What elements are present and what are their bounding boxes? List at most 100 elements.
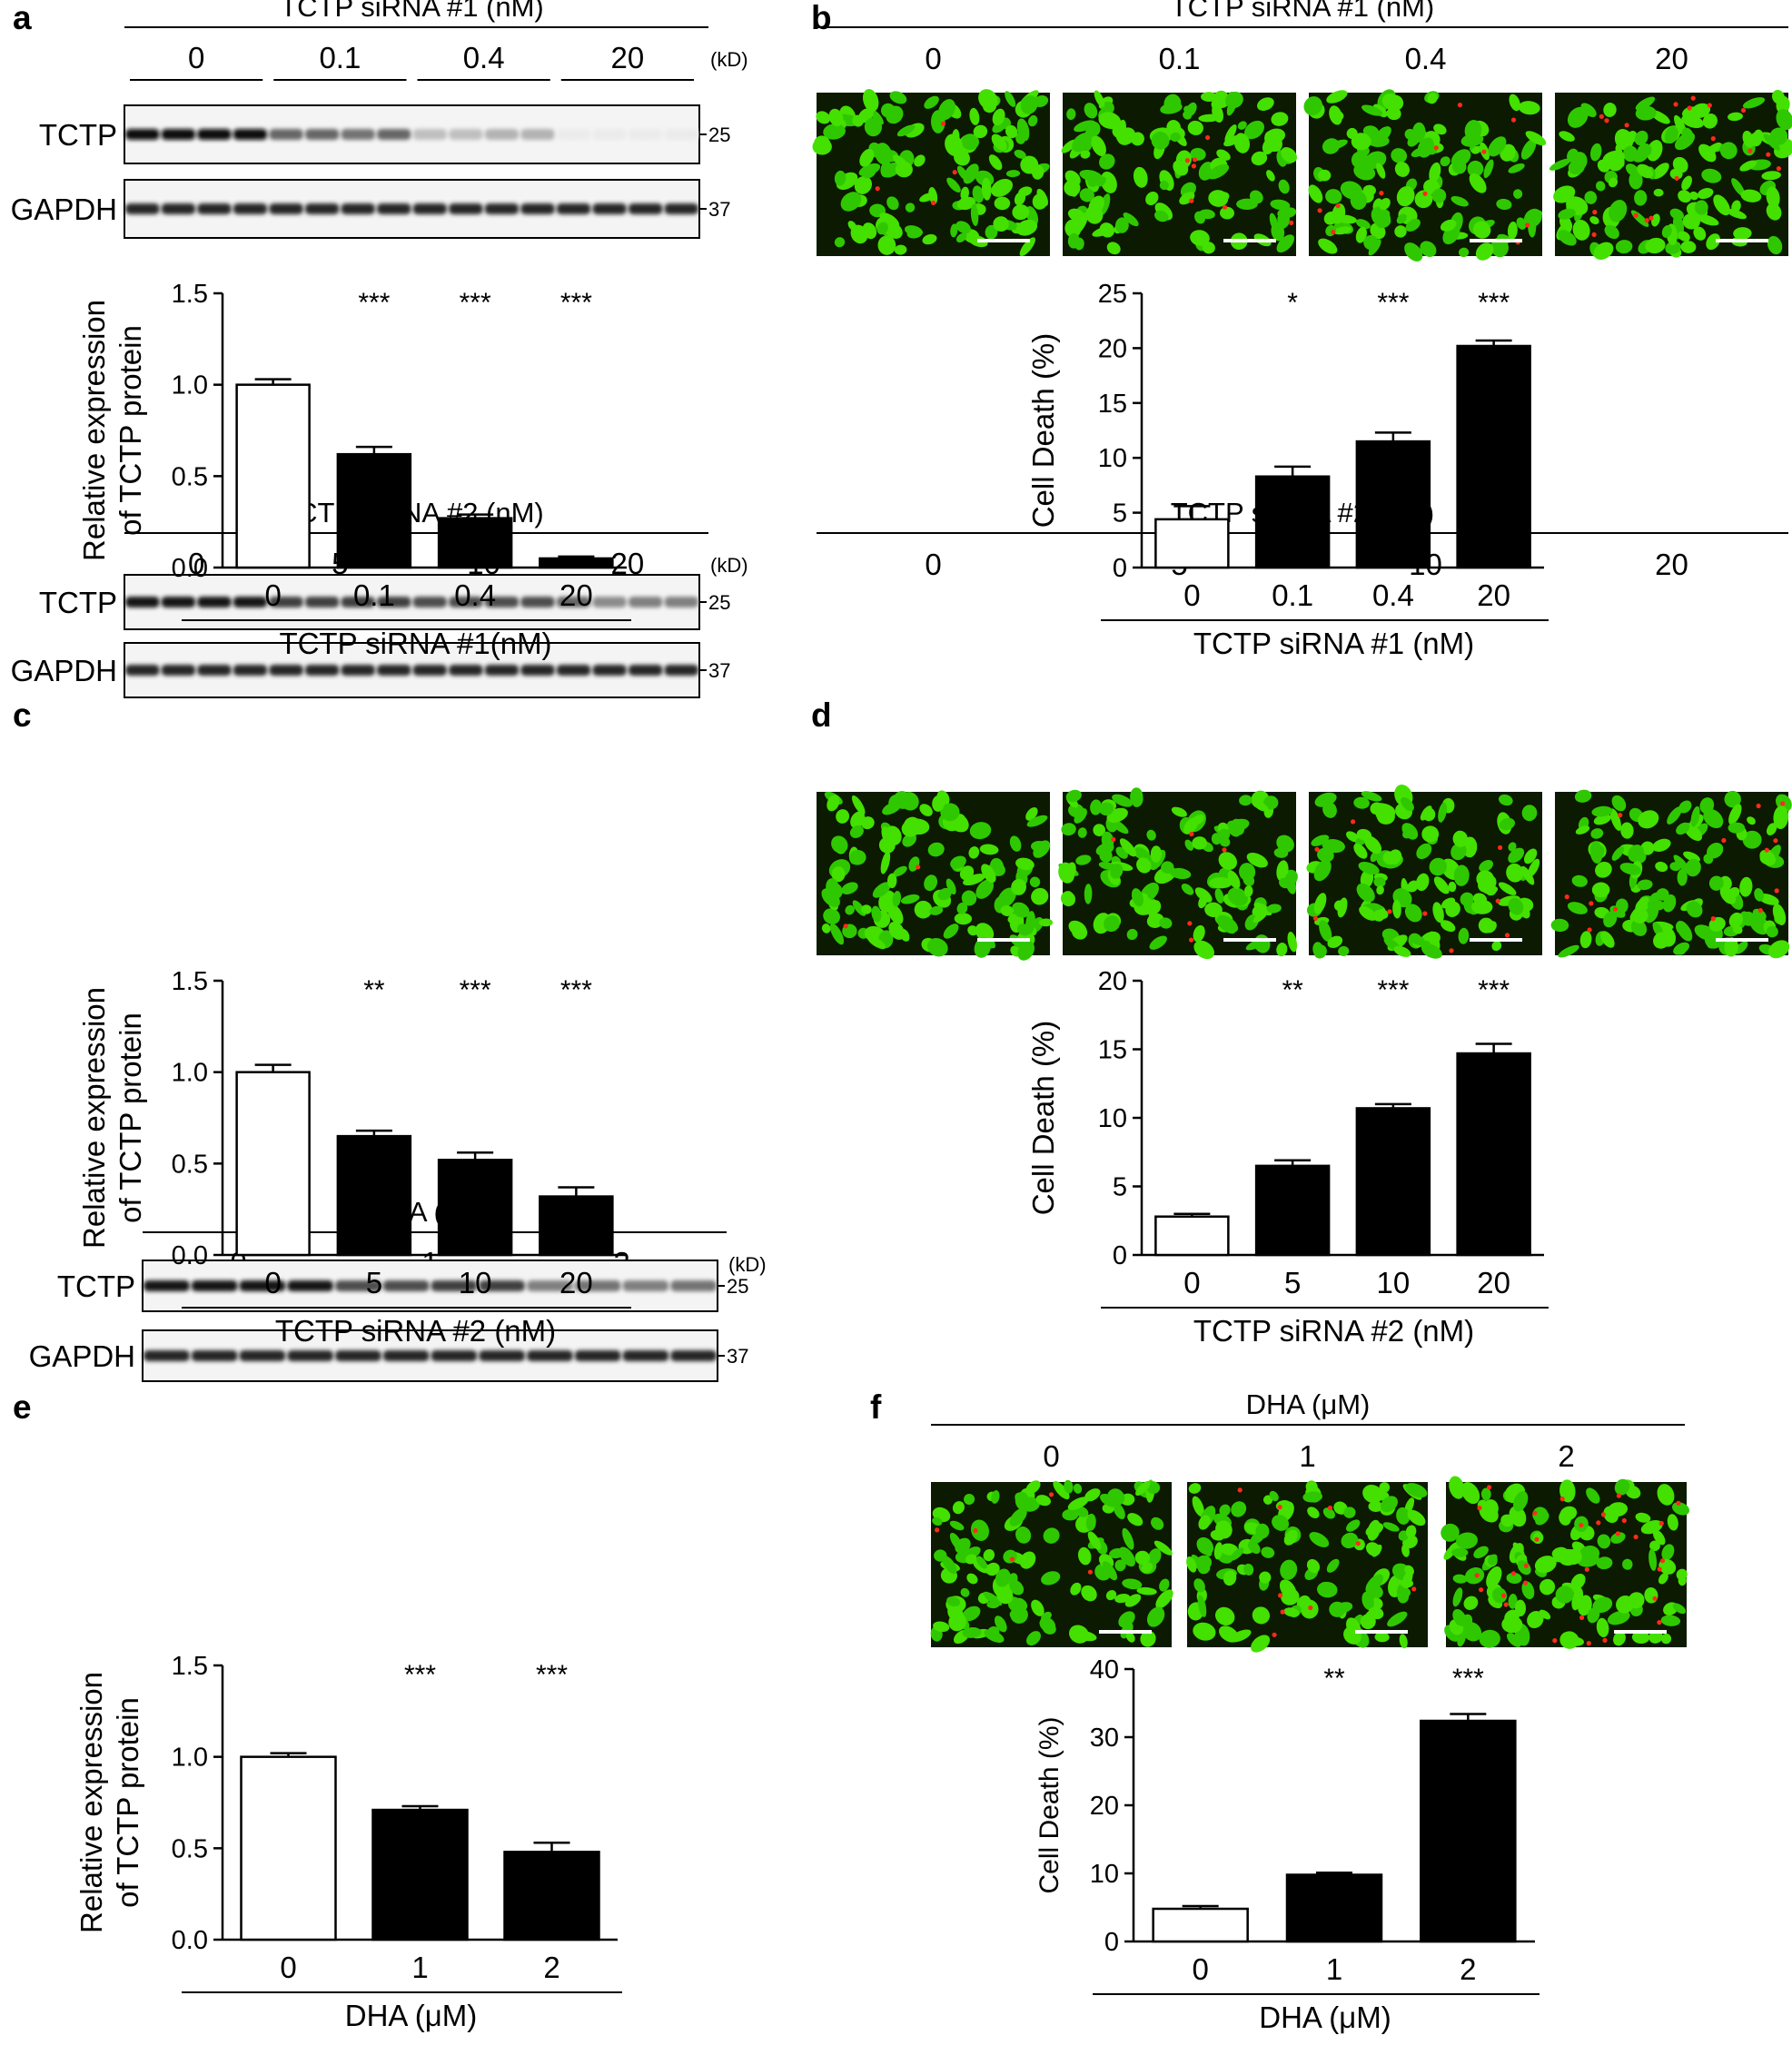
dead-cell — [1710, 136, 1716, 142]
live-cell — [993, 216, 1009, 232]
live-cell — [1739, 160, 1757, 172]
live-cell — [1405, 219, 1421, 232]
live-cell — [1667, 806, 1682, 825]
live-cell — [1399, 1588, 1411, 1599]
live-cell — [1508, 842, 1517, 852]
live-cell — [1266, 170, 1275, 182]
live-cell — [1728, 912, 1743, 928]
dead-cell — [1335, 203, 1341, 209]
live-cell — [1438, 802, 1448, 823]
live-cell — [962, 1626, 982, 1638]
dead-cell — [843, 924, 848, 929]
live-cell — [1365, 1574, 1383, 1594]
blot-group-label: 20 — [611, 41, 645, 74]
live-cell — [1312, 942, 1323, 957]
x-tick-label: 0 — [1192, 1952, 1208, 1986]
dead-cell — [1189, 198, 1194, 203]
live-cell — [1188, 1483, 1202, 1494]
dead-cell — [916, 864, 921, 870]
live-cell — [1151, 131, 1170, 150]
live-cell — [985, 1562, 1000, 1576]
y-axis-title: of TCTP protein — [111, 1697, 144, 1908]
live-cell — [1539, 1578, 1556, 1595]
blot-band-lane — [376, 597, 411, 608]
live-cell — [1251, 1635, 1271, 1653]
live-cell — [1145, 191, 1159, 206]
live-cell — [906, 818, 930, 835]
live-cell — [896, 124, 916, 137]
live-cell — [852, 114, 864, 127]
blot-band-lane — [479, 1280, 525, 1291]
live-cell — [1353, 843, 1368, 859]
live-cell — [1586, 1487, 1600, 1504]
blot-band-lane — [449, 203, 483, 214]
live-cell — [1574, 789, 1592, 803]
live-cell — [1133, 166, 1148, 188]
cell-field — [1550, 789, 1792, 959]
x-tick-label: 0 — [1183, 578, 1200, 612]
live-cell — [1135, 1480, 1151, 1497]
dead-cell — [1189, 831, 1194, 837]
live-cell — [1429, 162, 1441, 183]
bar-5 — [336, 1134, 412, 1257]
live-cell — [1607, 1610, 1630, 1625]
dead-cell — [1676, 1500, 1681, 1506]
y-tick-label: 0 — [1113, 1241, 1127, 1270]
blot-band-lane — [304, 597, 340, 608]
blot-band-lane — [592, 597, 627, 608]
live-cell — [985, 224, 998, 240]
live-cell — [1402, 827, 1415, 839]
live-cell — [1567, 902, 1588, 914]
live-cell — [892, 154, 910, 171]
live-cell — [1644, 904, 1659, 924]
live-cell — [1363, 235, 1379, 251]
live-cell — [886, 196, 899, 211]
live-cell — [968, 845, 980, 859]
significance-label: ** — [363, 975, 385, 1005]
dead-cell — [1351, 819, 1356, 825]
x-tick-label: 0.4 — [454, 578, 496, 612]
live-cell — [1631, 1630, 1650, 1645]
dead-cell — [1312, 915, 1319, 922]
dead-cell — [1191, 163, 1196, 169]
live-cell — [1035, 1495, 1052, 1507]
live-cell — [1141, 1562, 1153, 1574]
live-cell — [1394, 225, 1407, 238]
live-cell — [1276, 835, 1294, 853]
live-cell — [1713, 194, 1730, 216]
dead-cell — [1314, 846, 1320, 852]
bar-5 — [1254, 1164, 1331, 1257]
live-cell — [1233, 133, 1251, 153]
dead-cell — [1189, 937, 1194, 943]
live-cell — [1214, 1606, 1235, 1626]
live-cell — [1677, 868, 1688, 886]
blot-unit-label: (kD) — [728, 1253, 767, 1276]
live-cell — [1031, 840, 1048, 853]
dead-cell — [1604, 118, 1609, 123]
live-cell — [1085, 1513, 1096, 1531]
live-cell — [1630, 919, 1648, 936]
dead-cell — [1621, 1517, 1627, 1524]
live-cell — [1333, 900, 1345, 912]
significance-label: ** — [1323, 1664, 1345, 1694]
live-cell — [1355, 226, 1367, 243]
live-cell — [1219, 1504, 1231, 1516]
blot-band-lane — [628, 597, 663, 608]
y-tick-label: 10 — [1090, 1860, 1119, 1889]
dead-cell — [1579, 1522, 1584, 1528]
live-cell — [972, 185, 985, 203]
live-cell — [1236, 198, 1258, 210]
x-axis-title: TCTP siRNA #1(nM) — [279, 627, 551, 660]
live-cell — [1656, 888, 1669, 901]
live-cell — [834, 170, 846, 186]
live-cell — [1313, 893, 1327, 914]
live-cell — [880, 161, 892, 178]
live-cell — [1486, 1566, 1502, 1589]
live-cell — [1660, 1633, 1672, 1645]
blot-band-lane — [628, 665, 663, 676]
blot-band-lane — [628, 129, 663, 140]
live-cell — [1499, 817, 1515, 831]
y-tick-label: 30 — [1090, 1724, 1119, 1753]
live-cell — [1217, 914, 1239, 933]
dead-cell — [1747, 148, 1753, 153]
